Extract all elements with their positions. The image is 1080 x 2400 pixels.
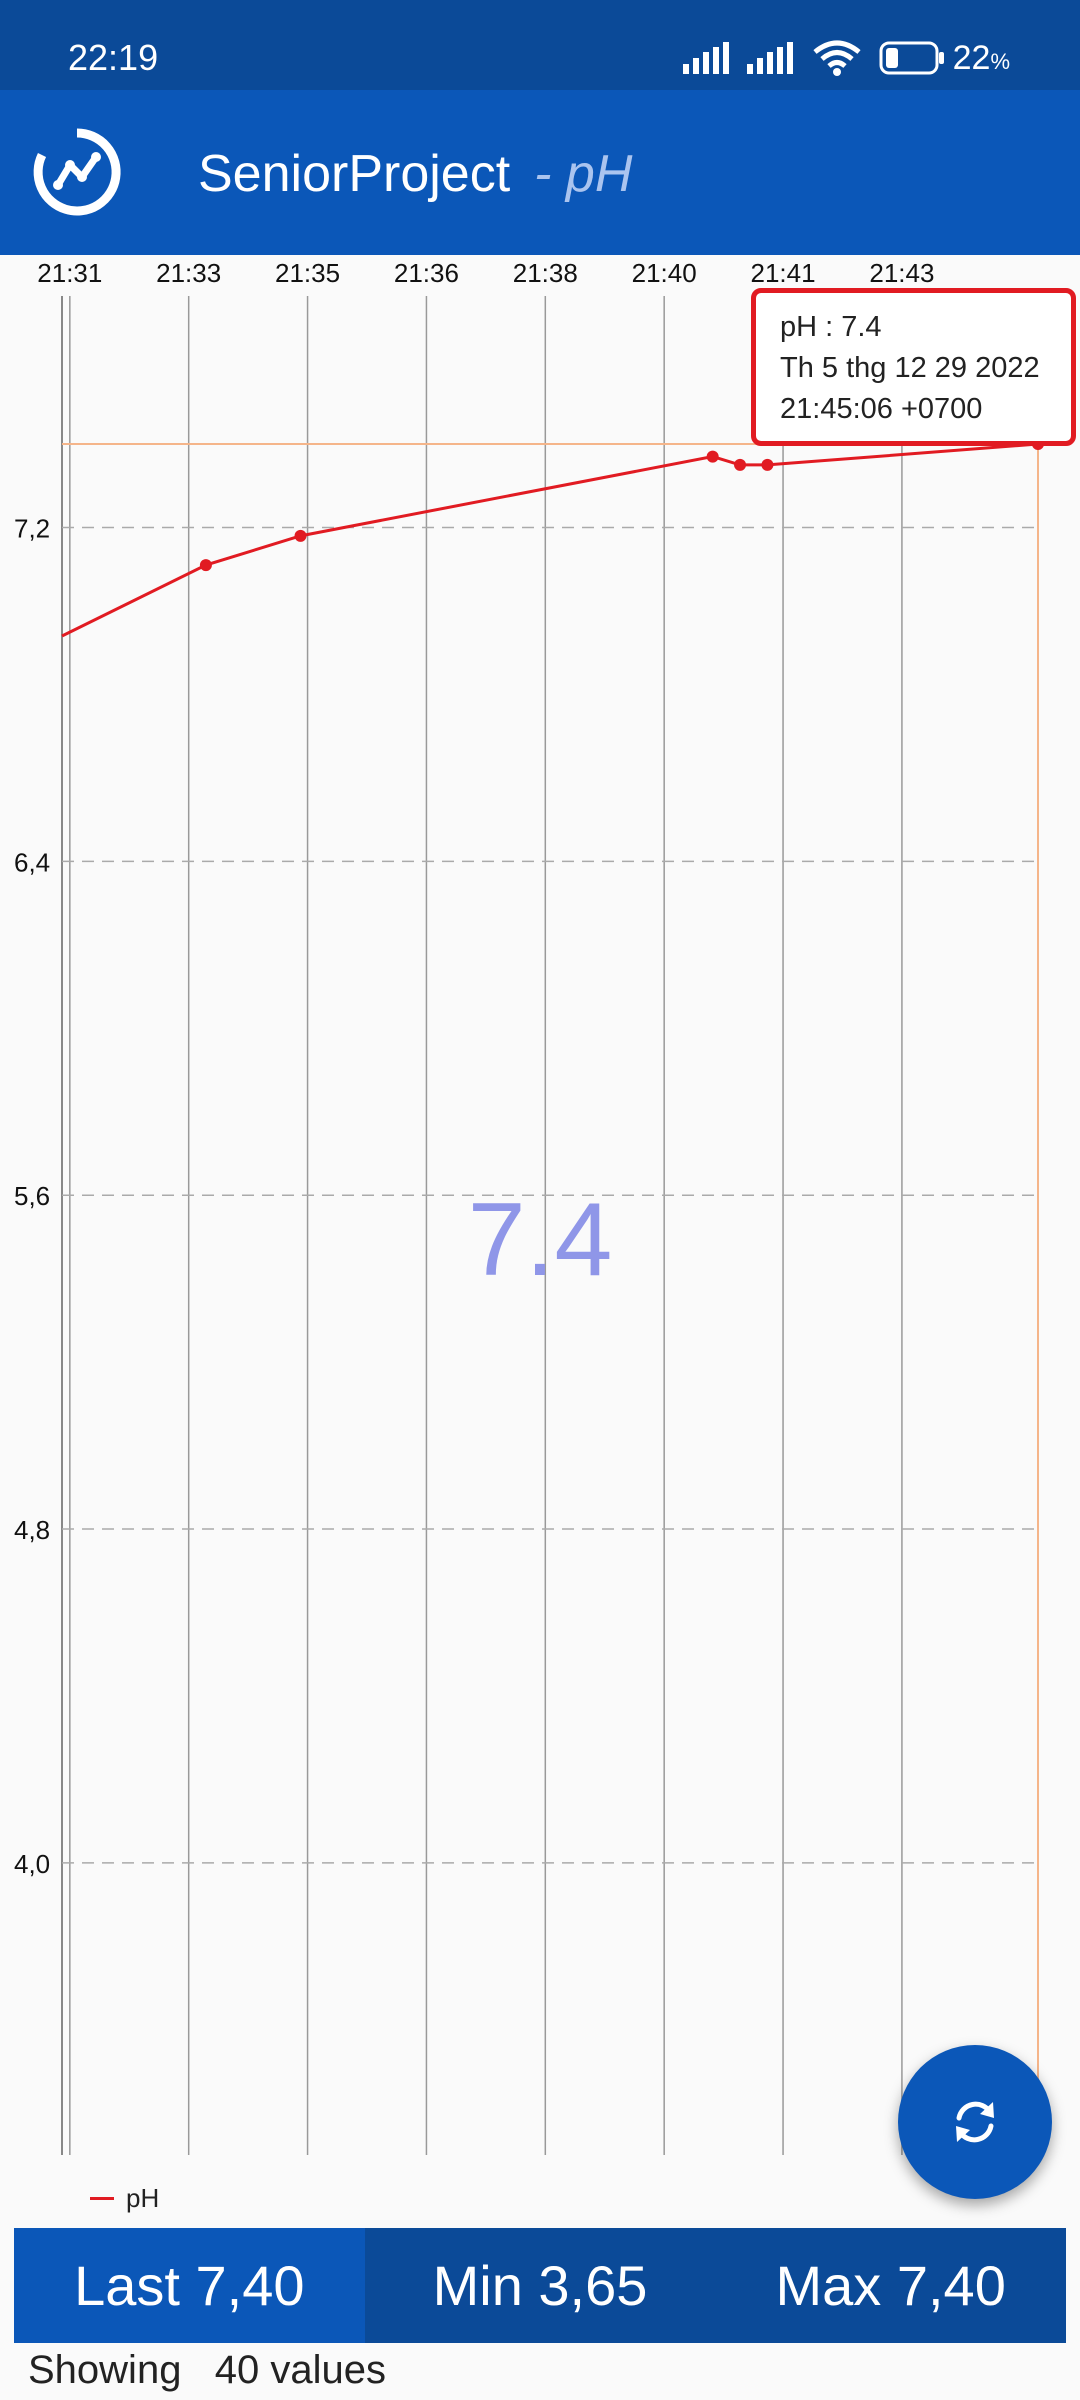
signal-icon xyxy=(746,42,793,74)
chart-area[interactable]: 21:31 21:33 21:35 21:36 21:38 21:40 21:41 21:43… xyxy=(0,255,1080,2230)
battery-icon xyxy=(879,41,944,75)
x-tick-label: 21:33 xyxy=(156,258,221,288)
data-point xyxy=(294,529,307,542)
ph-line-chart[interactable]: 21:31 21:33 21:35 21:36 21:38 21:40 21:41 21:43… xyxy=(0,255,1080,2230)
status-time: 22:19 xyxy=(68,37,159,78)
signal-icon xyxy=(682,42,729,74)
x-tick-label: 21:31 xyxy=(37,258,102,288)
stat-max[interactable]: Max 7,40 xyxy=(775,2254,1006,2317)
x-tick-label: 21:35 xyxy=(275,258,340,288)
y-tick-label: 7,2 xyxy=(14,514,50,544)
y-tick-label: 5,6 xyxy=(14,1181,50,1211)
x-tick-label: 21:38 xyxy=(513,258,578,288)
stat-last[interactable]: Last 7,40 xyxy=(14,2228,365,2343)
page-title: SeniorProject - pH xyxy=(198,142,632,206)
chart-logo-icon[interactable] xyxy=(32,127,122,217)
data-point xyxy=(706,450,719,463)
series-line-ph xyxy=(61,442,1039,638)
refresh-icon xyxy=(956,2101,994,2143)
data-point xyxy=(761,458,774,471)
tooltip-line-time: 21:45:06 +0700 xyxy=(780,393,983,425)
x-tick-label: 21:41 xyxy=(751,258,816,288)
status-bar: 22:19 22% xyxy=(0,0,1080,90)
status-icons: 22% xyxy=(682,36,1010,80)
chart-legend: pH xyxy=(90,2183,159,2214)
stats-bar: Last 7,40 Min 3,65 Max 7,40 xyxy=(14,2228,1066,2343)
x-tick-label: 21:43 xyxy=(869,258,934,288)
y-tick-label: 4,8 xyxy=(14,1515,50,1545)
x-tick-label: 21:40 xyxy=(632,258,697,288)
data-point xyxy=(199,559,212,572)
legend-label: pH xyxy=(126,2183,160,2213)
legend-swatch xyxy=(90,2197,114,2200)
chart-tooltip: pH : 7.4 Th 5 thg 12 29 2022 21:45:06 +0… xyxy=(751,288,1076,446)
app-name: SeniorProject xyxy=(198,145,511,203)
showing-label: Showing xyxy=(28,2348,182,2392)
values-count: Showing 40 values xyxy=(28,2345,386,2395)
y-tick-label: 6,4 xyxy=(14,847,50,877)
current-value: 7.4 xyxy=(467,1182,613,1298)
tooltip-line-value: pH : 7.4 xyxy=(780,311,882,343)
refresh-button[interactable] xyxy=(898,2045,1052,2199)
data-point xyxy=(734,458,747,471)
tooltip-line-date: Th 5 thg 12 29 2022 xyxy=(780,352,1040,384)
app-bar: SeniorProject - pH xyxy=(0,90,1080,255)
stat-min[interactable]: Min 3,65 xyxy=(432,2254,648,2317)
y-tick-label: 4,0 xyxy=(14,1849,50,1879)
wifi-icon xyxy=(813,40,861,76)
app-subtitle: - pH xyxy=(534,145,633,203)
showing-value: 40 values xyxy=(214,2348,387,2392)
x-tick-label: 21:36 xyxy=(394,258,459,288)
battery-percent: 22% xyxy=(952,38,1010,77)
